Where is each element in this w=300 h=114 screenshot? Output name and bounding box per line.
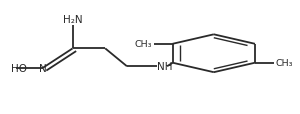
Text: CH₃: CH₃: [275, 58, 293, 67]
Text: N: N: [39, 63, 46, 73]
Text: CH₃: CH₃: [135, 39, 152, 48]
Text: NH: NH: [157, 62, 172, 72]
Text: H₂N: H₂N: [63, 14, 82, 24]
Text: HO: HO: [11, 63, 27, 73]
